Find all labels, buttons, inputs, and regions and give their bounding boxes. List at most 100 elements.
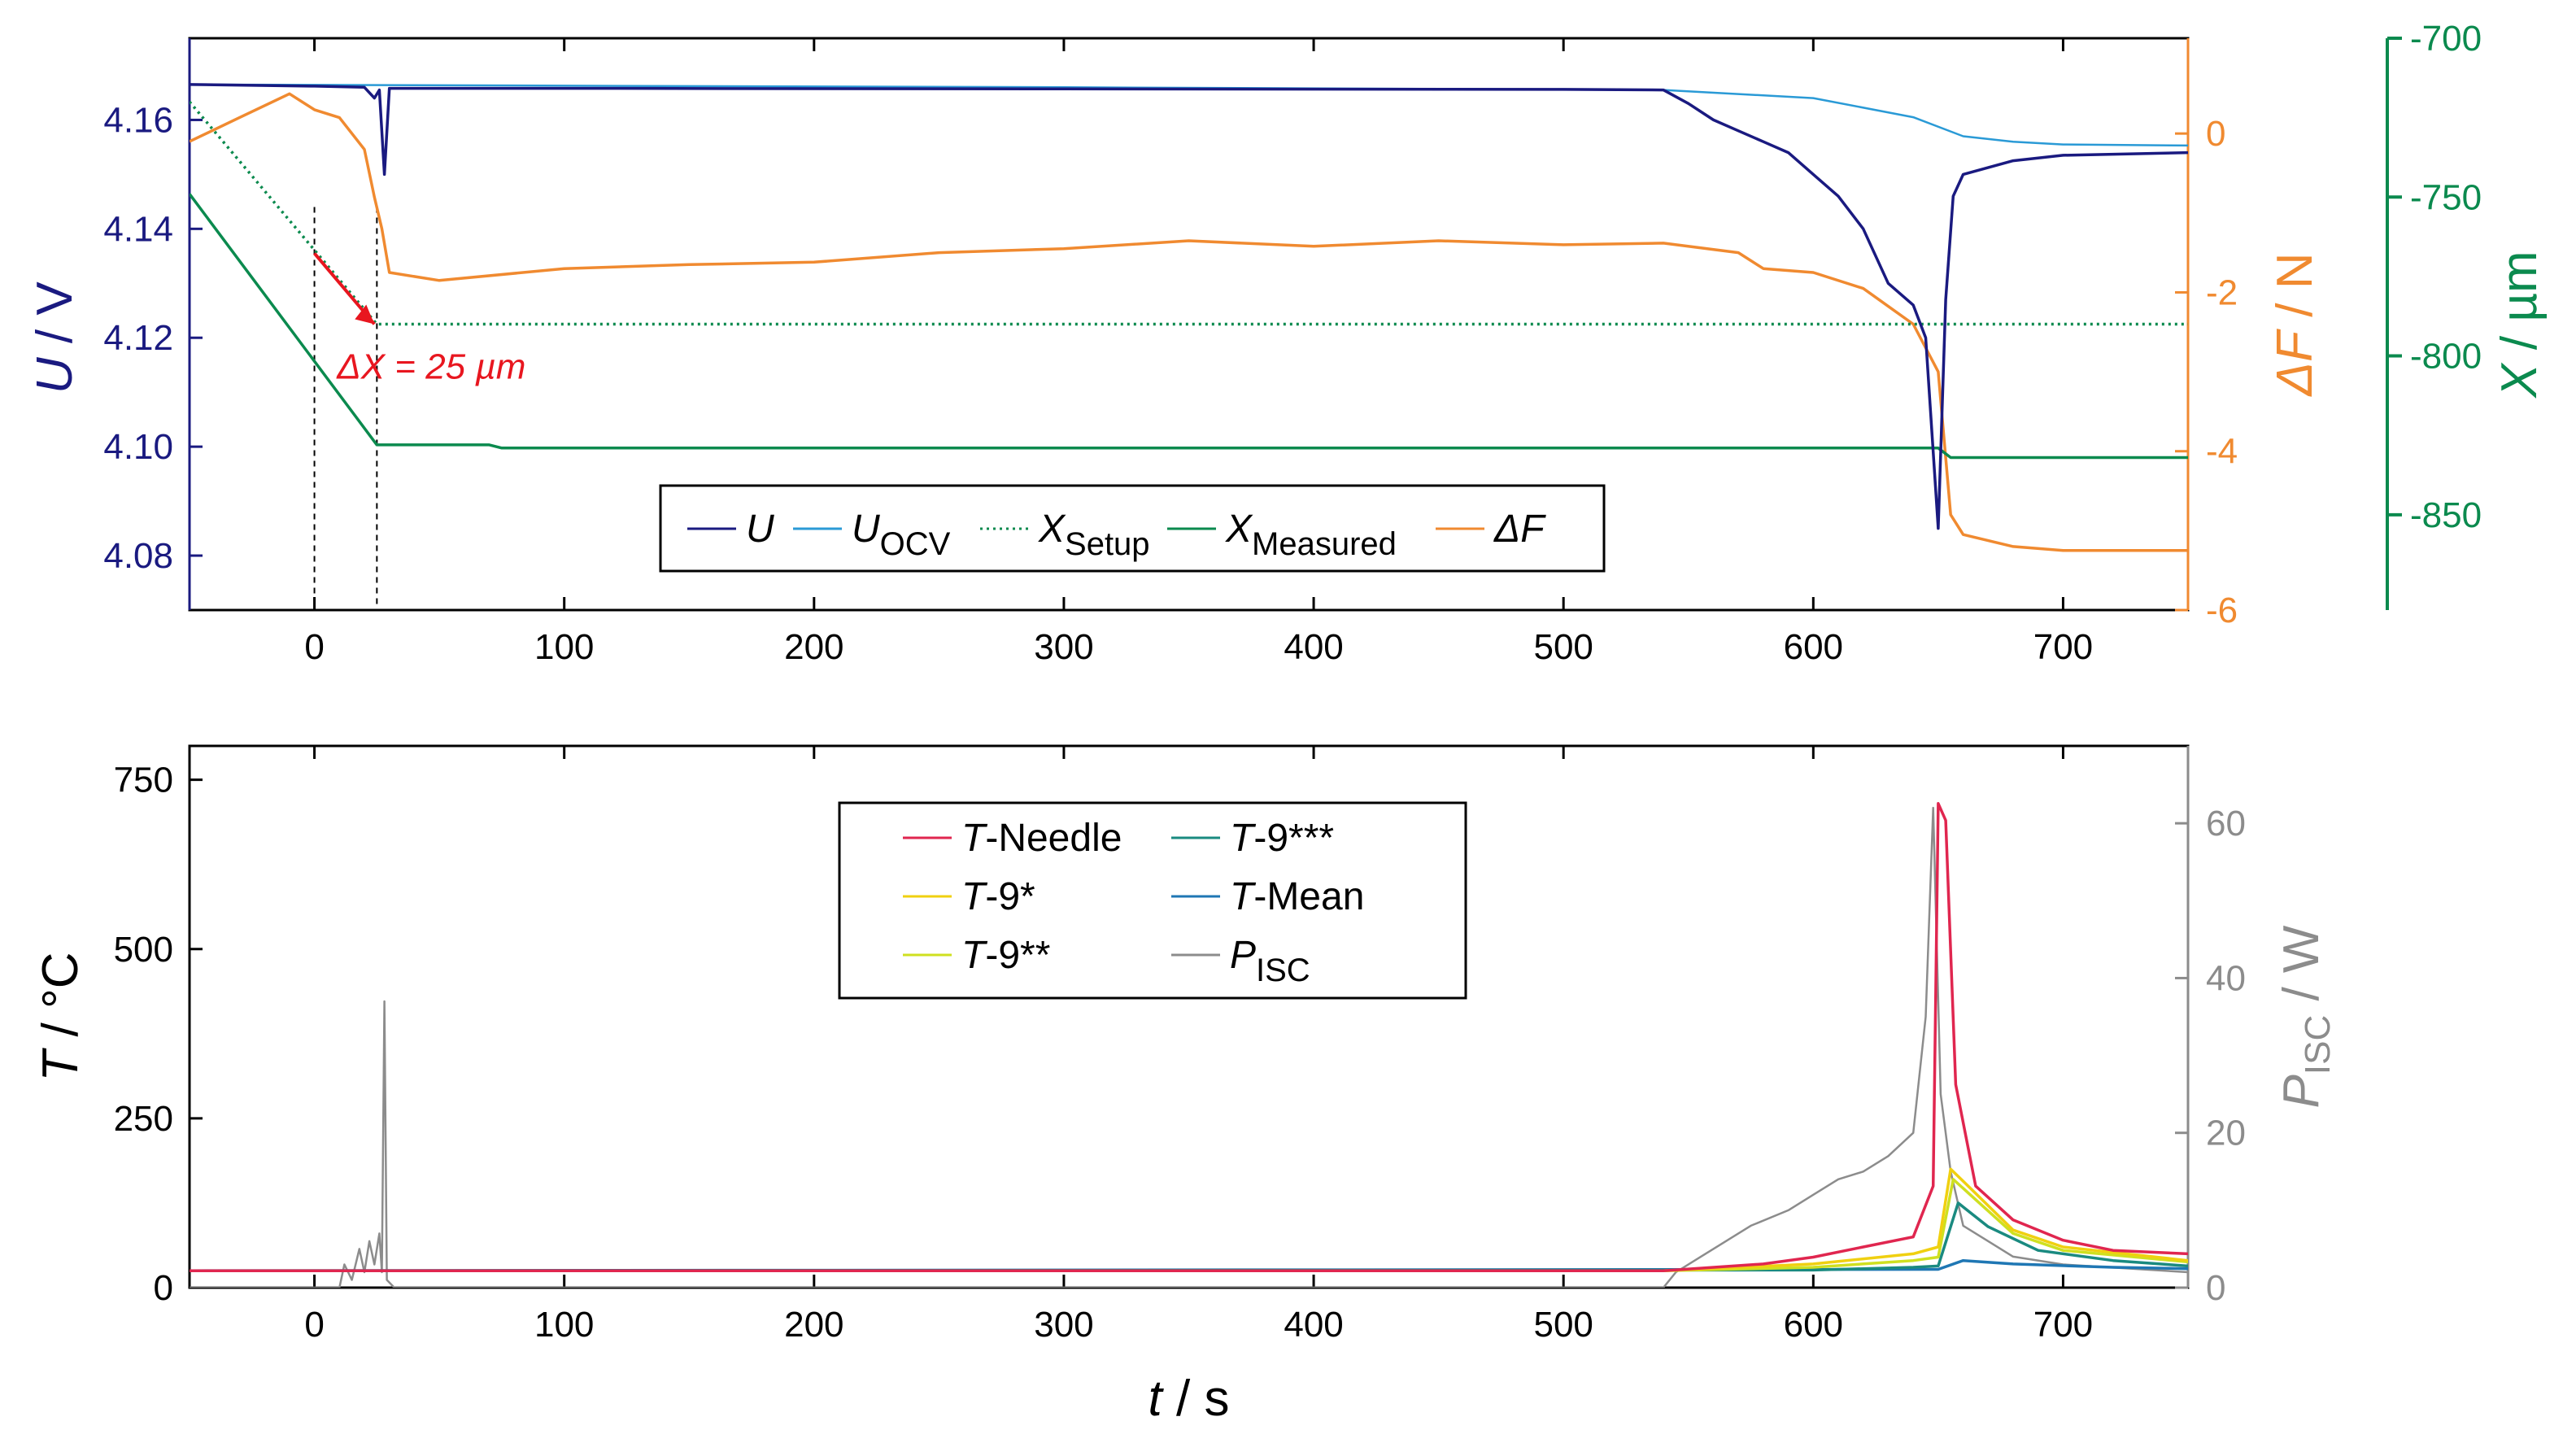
x-tick-label: 600 bbox=[1784, 627, 1843, 667]
y-left-tick-label: 750 bbox=[114, 761, 173, 800]
annotation-text: ΔX = 25 µm bbox=[336, 347, 525, 386]
y-left-tick-label: 4.12 bbox=[103, 318, 173, 358]
legend-variable: T bbox=[961, 934, 988, 977]
legend-variable: ΔF bbox=[1493, 508, 1546, 551]
label-subscript: ISC bbox=[2298, 1015, 2338, 1075]
legend-item: PISC bbox=[1230, 934, 1310, 988]
legend-variable: X bbox=[1225, 508, 1253, 551]
bottom-panel: 0 100 200 300 400 500 600 700 0 250 500 750 0 20 40 60 T… bbox=[33, 744, 2338, 1427]
legend-subscript: ISC bbox=[1256, 953, 1310, 988]
top-panel: 0 100 200 300 400 500 600 700 4.08 4.10 4.12 4.14 4.… bbox=[27, 19, 2548, 667]
label-unit: / V bbox=[27, 281, 83, 358]
x-tick-label: 0 bbox=[304, 1305, 324, 1345]
x-tick-label: 700 bbox=[2033, 1305, 2093, 1345]
y-left-tick-label: 4.08 bbox=[103, 536, 173, 576]
legend-item: ΔF bbox=[1493, 508, 1546, 551]
x-tick-label: 600 bbox=[1784, 1305, 1843, 1345]
legend-variable: U bbox=[852, 508, 880, 551]
legend-item: U bbox=[746, 508, 774, 551]
y-right-tick-label: 40 bbox=[2206, 958, 2246, 998]
top-series-group bbox=[190, 83, 2188, 610]
y-right-tick-label: 20 bbox=[2206, 1114, 2246, 1153]
series-line-dFF bbox=[190, 92, 2188, 552]
y-right1-tick-label: -2 bbox=[2206, 272, 2238, 312]
y-right-tick-label: 60 bbox=[2206, 804, 2246, 844]
y-left-label: T / °C bbox=[33, 952, 89, 1081]
legend-variable: T bbox=[1230, 817, 1257, 860]
series-line-X_Setup bbox=[190, 100, 2188, 326]
x-tick-label: 300 bbox=[1034, 1305, 1093, 1345]
legend-variable: X bbox=[1038, 508, 1066, 551]
legend-item: UOCV bbox=[852, 508, 951, 562]
x-tick-label: 500 bbox=[1533, 627, 1593, 667]
legend-variable: T bbox=[961, 817, 988, 860]
legend-subscript: OCV bbox=[880, 526, 951, 562]
label-variable: T bbox=[33, 1048, 89, 1082]
legend-suffix: -9*** bbox=[1253, 817, 1334, 860]
y-right1-tick-label: 0 bbox=[2206, 114, 2225, 154]
legend-item: T-9* bbox=[961, 875, 1035, 918]
y-right1-tick-label: -4 bbox=[2206, 432, 2238, 472]
y-left-tick-label: 4.10 bbox=[103, 427, 173, 467]
label-unit: / µm bbox=[2491, 251, 2548, 364]
y-right-tick-label: 0 bbox=[2206, 1268, 2225, 1308]
legend-suffix: -9* bbox=[985, 875, 1035, 918]
legend-variable: T bbox=[1230, 875, 1257, 918]
x-tick-label: 500 bbox=[1533, 1305, 1593, 1345]
bottom-series-group bbox=[190, 802, 2188, 1288]
legend-suffix: -Mean bbox=[1253, 875, 1364, 918]
series-line-T-9sss bbox=[190, 1201, 2188, 1272]
legend-top: U UOCV XSetup XMeasured ΔF bbox=[659, 484, 1606, 573]
x-tick-label: 100 bbox=[534, 1305, 594, 1345]
legend-item: T-9*** bbox=[1230, 817, 1334, 860]
y-right-label: PISC / W bbox=[2273, 925, 2338, 1108]
label-variable: t bbox=[1149, 1371, 1165, 1427]
label-unit: / W bbox=[2273, 925, 2330, 1015]
legend-bottom-box bbox=[838, 801, 1467, 1000]
label-variable: ΔF bbox=[2267, 329, 2323, 398]
y-right2-tick-label: -800 bbox=[2410, 337, 2482, 377]
y-right1-tick-label: -6 bbox=[2206, 591, 2238, 630]
legend-variable: P bbox=[1230, 934, 1256, 977]
legend-variable: U bbox=[746, 508, 774, 551]
legend-item: T-Mean bbox=[1230, 875, 1364, 918]
label-variable: X bbox=[2491, 362, 2548, 399]
series-line-T-9s bbox=[190, 1167, 2188, 1272]
label-unit: / N bbox=[2267, 253, 2323, 331]
x-tick-label: 300 bbox=[1034, 627, 1093, 667]
y-right2-tick-label: -750 bbox=[2410, 177, 2482, 217]
y-left-tick-label: 4.16 bbox=[103, 100, 173, 140]
legend-subscript: Measured bbox=[1252, 526, 1397, 562]
legend-suffix: -9** bbox=[985, 934, 1050, 977]
y-right2-tick-label: -700 bbox=[2410, 19, 2482, 59]
label-variable: U bbox=[27, 356, 83, 394]
y-right2-label: X / µm bbox=[2491, 251, 2548, 399]
y-right1-label: ΔF / N bbox=[2267, 253, 2323, 398]
legend-subscript: Setup bbox=[1065, 526, 1150, 562]
x-axis-label: t / s bbox=[1149, 1371, 1230, 1427]
label-variable: P bbox=[2273, 1075, 2330, 1108]
annotation-arrowhead bbox=[355, 304, 375, 325]
x-tick-label: 400 bbox=[1284, 1305, 1343, 1345]
series-line-P_ISC bbox=[190, 806, 2188, 1288]
label-unit: / s bbox=[1162, 1371, 1230, 1427]
y-left-tick-label: 500 bbox=[114, 930, 173, 970]
label-unit: / °C bbox=[33, 952, 89, 1050]
y-left-tick-label: 250 bbox=[114, 1099, 173, 1139]
legend-item: XMeasured bbox=[1225, 508, 1397, 562]
series-line-U bbox=[190, 83, 2188, 530]
y-left-label: U / V bbox=[27, 281, 83, 394]
x-tick-label: 700 bbox=[2033, 627, 2093, 667]
x-tick-label: 200 bbox=[784, 627, 843, 667]
legend-item: T-9** bbox=[961, 934, 1050, 977]
y-left-tick-label: 4.14 bbox=[103, 209, 173, 249]
x-tick-label: 100 bbox=[534, 627, 594, 667]
y-left-tick-label: 0 bbox=[154, 1268, 173, 1308]
legend-suffix: -Needle bbox=[985, 817, 1122, 860]
legend-variable: T bbox=[961, 875, 988, 918]
series-line-T-Needle bbox=[190, 802, 2188, 1272]
x-tick-label: 400 bbox=[1284, 627, 1343, 667]
y-right2-tick-label: -850 bbox=[2410, 495, 2482, 535]
x-tick-label: 0 bbox=[304, 627, 324, 667]
